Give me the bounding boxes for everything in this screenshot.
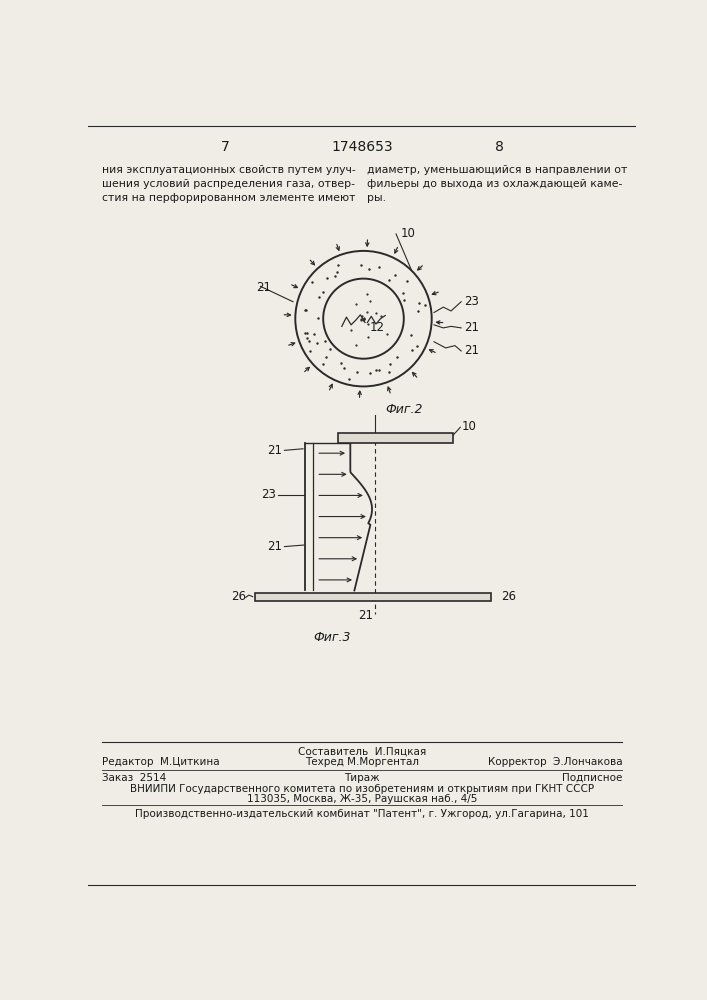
Text: 26: 26 <box>230 590 246 603</box>
Text: 21: 21 <box>358 609 373 622</box>
Text: 21: 21 <box>257 281 271 294</box>
Text: ВНИИПИ Государственного комитета по изобретениям и открытиям при ГКНТ СССР: ВНИИПИ Государственного комитета по изоб… <box>130 784 594 794</box>
Text: Производственно-издательский комбинат "Патент", г. Ужгород, ул.Гагарина, 101: Производственно-издательский комбинат "П… <box>135 809 589 819</box>
Text: 10: 10 <box>401 227 416 240</box>
Text: Составитель  И.Пяцкая: Составитель И.Пяцкая <box>298 747 426 757</box>
Text: Подписное: Подписное <box>562 773 622 783</box>
Text: 23: 23 <box>261 488 276 501</box>
Text: Фиг.3: Фиг.3 <box>313 631 351 644</box>
Text: 26: 26 <box>501 590 515 603</box>
Text: 1748653: 1748653 <box>331 140 393 154</box>
Text: 10: 10 <box>462 420 477 433</box>
Text: 21: 21 <box>464 344 479 358</box>
Text: 7: 7 <box>221 140 230 154</box>
Text: 21: 21 <box>267 540 282 553</box>
Bar <box>338 433 452 443</box>
Text: Тираж: Тираж <box>344 773 380 783</box>
Bar <box>255 593 491 601</box>
Text: 21: 21 <box>267 444 282 457</box>
Text: 8: 8 <box>495 140 503 154</box>
Text: Фиг.2: Фиг.2 <box>385 403 423 416</box>
Text: диаметр, уменьшающийся в направлении от
фильеры до выхода из охлаждающей каме-
р: диаметр, уменьшающийся в направлении от … <box>368 165 628 203</box>
Text: Корректор  Э.Лончакова: Корректор Э.Лончакова <box>488 757 622 767</box>
Text: Редактор  М.Циткина: Редактор М.Циткина <box>103 757 220 767</box>
Text: Заказ  2514: Заказ 2514 <box>103 773 167 783</box>
Text: 113035, Москва, Ж-35, Раушская наб., 4/5: 113035, Москва, Ж-35, Раушская наб., 4/5 <box>247 794 477 804</box>
Text: Техред М.Моргентал: Техред М.Моргентал <box>305 757 419 767</box>
Text: 21: 21 <box>464 321 479 334</box>
Text: 23: 23 <box>464 295 479 308</box>
Text: 12: 12 <box>370 321 385 334</box>
Text: ния эксплуатационных свойств путем улуч-
шения условий распределения газа, отвер: ния эксплуатационных свойств путем улуч-… <box>103 165 356 203</box>
